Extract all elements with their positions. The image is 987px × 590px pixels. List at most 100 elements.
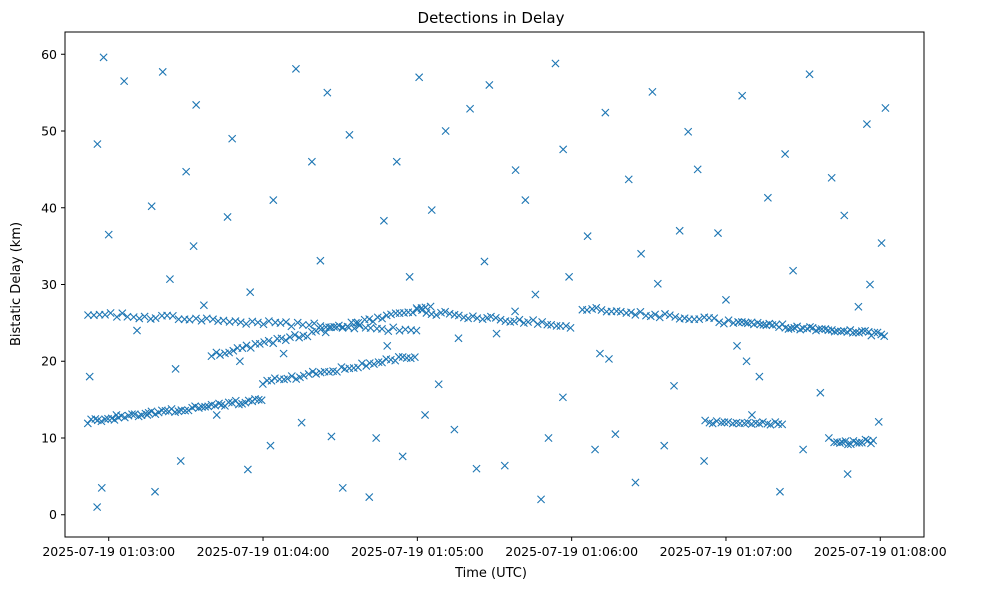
data-point <box>225 348 234 357</box>
data-point <box>515 315 524 324</box>
data-point <box>432 311 441 320</box>
data-point <box>216 350 224 359</box>
data-point <box>291 64 300 73</box>
data-point <box>566 323 575 332</box>
data-point <box>181 406 190 415</box>
data-point <box>808 323 817 332</box>
data-point <box>624 175 633 184</box>
data-point <box>708 419 717 428</box>
data-point <box>670 381 679 390</box>
data-point <box>742 357 751 366</box>
data-point <box>327 432 336 441</box>
data-point <box>700 457 709 466</box>
data-point <box>374 358 383 367</box>
data-point <box>418 306 426 315</box>
data-point <box>454 311 463 320</box>
data-point <box>466 104 475 113</box>
data-point <box>214 399 223 408</box>
data-point <box>223 212 232 221</box>
data-point <box>830 327 839 336</box>
data-point <box>427 206 436 215</box>
data-point <box>295 333 304 342</box>
data-point <box>468 312 477 321</box>
data-point <box>671 312 680 321</box>
data-point <box>653 279 662 288</box>
data-point <box>128 410 136 419</box>
data-point <box>118 309 127 318</box>
data-point <box>591 445 600 454</box>
data-point <box>464 314 473 323</box>
data-point <box>91 414 100 423</box>
data-point <box>365 493 374 502</box>
data-point <box>450 425 459 434</box>
x-tick-label: 2025-07-19 01:05:00 <box>351 544 484 559</box>
data-point <box>873 328 882 337</box>
data-point <box>182 167 191 176</box>
y-tick-label: 30 <box>41 277 57 292</box>
data-point <box>255 339 264 348</box>
data-point <box>684 127 693 136</box>
data-point <box>277 334 286 343</box>
data-point <box>351 318 360 327</box>
data-point <box>228 134 237 143</box>
data-point <box>85 372 94 381</box>
data-point <box>441 127 450 135</box>
data-point <box>298 320 307 329</box>
data-point <box>192 100 201 109</box>
data-point <box>665 311 674 320</box>
data-point <box>151 314 160 323</box>
data-point <box>426 302 435 311</box>
data-point <box>833 327 842 336</box>
data-point <box>310 319 319 328</box>
data-point <box>787 324 796 333</box>
data-point <box>299 371 308 380</box>
data-point <box>472 464 481 473</box>
data-point <box>266 441 275 450</box>
data-point <box>717 418 726 427</box>
data-point <box>789 266 798 275</box>
data-point <box>661 309 669 318</box>
data-point <box>714 229 722 238</box>
data-point <box>601 108 610 117</box>
data-point <box>551 59 560 68</box>
data-point <box>312 369 321 378</box>
data-point <box>212 410 221 419</box>
data-point <box>500 461 509 470</box>
y-tick-label: 0 <box>49 507 57 522</box>
data-point <box>354 318 363 327</box>
x-tick-label: 2025-07-19 01:07:00 <box>660 544 793 559</box>
data-point <box>387 310 396 319</box>
data-point <box>627 308 636 317</box>
data-point <box>184 406 193 415</box>
data-point <box>724 316 733 325</box>
data-point <box>201 402 210 411</box>
data-point <box>389 323 398 332</box>
data-point <box>817 325 826 334</box>
data-point <box>637 249 646 258</box>
x-tick-label: 2025-07-19 01:08:00 <box>814 544 947 559</box>
data-point <box>824 326 833 335</box>
data-point <box>171 364 180 373</box>
data-point <box>724 418 733 426</box>
data-point <box>604 354 613 363</box>
data-point <box>655 313 664 322</box>
data-point <box>357 359 366 368</box>
data-point <box>383 341 392 350</box>
data-point <box>104 230 113 239</box>
data-point <box>140 312 149 321</box>
data-point <box>636 307 645 316</box>
data-point <box>880 332 889 341</box>
data-point <box>135 314 144 323</box>
x-axis-label: Time (UTC) <box>454 566 527 581</box>
data-point <box>480 257 489 266</box>
data-point <box>234 400 243 409</box>
data-point <box>422 308 431 317</box>
data-point <box>561 321 570 330</box>
data-point <box>398 452 407 461</box>
data-point <box>338 322 347 331</box>
data-point <box>242 341 251 350</box>
data-point <box>763 193 772 202</box>
y-tick-label: 20 <box>41 354 57 369</box>
data-point <box>719 319 728 328</box>
